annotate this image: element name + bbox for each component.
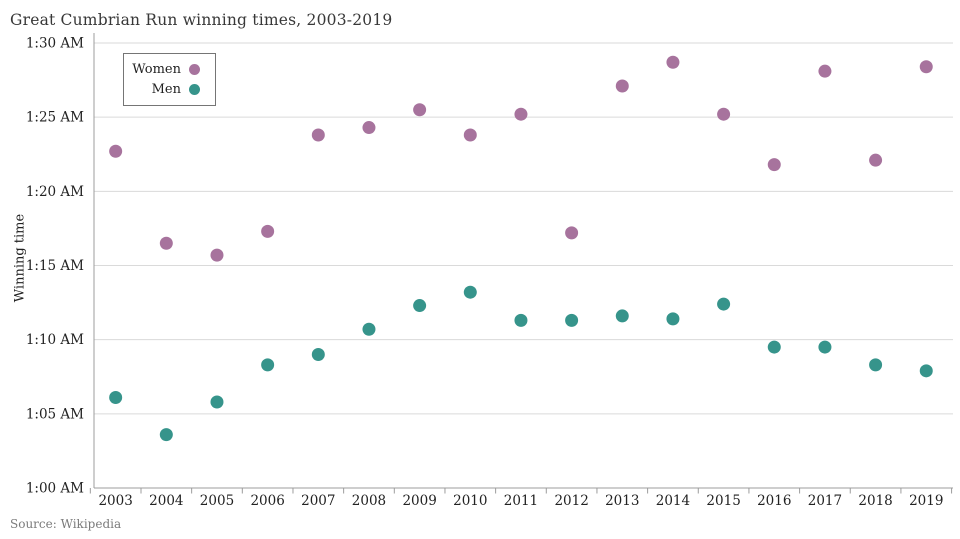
y-tick-label: 1:20 AM (26, 184, 84, 200)
data-point-women-2015 (717, 107, 731, 121)
data-point-men-2013 (615, 309, 629, 323)
data-point-women-2003 (109, 144, 123, 158)
x-tick-label: 2012 (554, 493, 588, 509)
x-tick-label: 2009 (402, 493, 436, 509)
data-point-women-2017 (818, 64, 832, 78)
x-tick-label: 2005 (200, 493, 234, 509)
data-point-men-2016 (767, 340, 781, 354)
data-point-women-2007 (311, 128, 325, 142)
y-tick-label: 1:30 AM (26, 36, 84, 52)
x-tick-label: 2008 (352, 493, 386, 509)
x-tick-label: 2013 (605, 493, 639, 509)
data-point-women-2014 (666, 55, 680, 69)
legend-label-men: Men (151, 81, 181, 97)
data-point-women-2006 (261, 224, 275, 238)
y-tick-label: 1:10 AM (26, 332, 84, 348)
x-tick-label: 2019 (909, 493, 943, 509)
data-point-men-2008 (362, 322, 376, 336)
data-point-women-2013 (615, 79, 629, 93)
data-point-men-2006 (261, 358, 275, 372)
data-point-women-2011 (514, 107, 528, 121)
x-tick-label: 2003 (98, 493, 132, 509)
x-tick-label: 2004 (149, 493, 183, 509)
data-point-women-2019 (919, 60, 933, 74)
data-point-women-2008 (362, 121, 376, 135)
x-tick-label: 2017 (808, 493, 842, 509)
data-point-men-2011 (514, 313, 528, 327)
legend: Women Men (123, 53, 216, 106)
data-point-men-2012 (565, 313, 579, 327)
chart-title: Great Cumbrian Run winning times, 2003-2… (10, 11, 393, 29)
x-tick-label: 2006 (250, 493, 284, 509)
y-tick-label: 1:00 AM (26, 481, 84, 497)
x-tick-label: 2007 (301, 493, 335, 509)
data-point-men-2015 (717, 297, 731, 311)
x-tick-label: 2010 (453, 493, 487, 509)
data-point-women-2016 (767, 158, 781, 172)
data-point-women-2012 (565, 226, 579, 240)
data-point-men-2018 (869, 358, 883, 372)
y-tick-label: 1:25 AM (26, 110, 84, 126)
legend-item-men: Men (124, 82, 200, 98)
data-point-women-2004 (159, 236, 173, 250)
legend-dot-men-icon (189, 84, 200, 95)
data-point-men-2010 (463, 285, 477, 299)
data-point-women-2010 (463, 128, 477, 142)
data-point-men-2003 (109, 391, 123, 405)
x-tick-label: 2018 (858, 493, 892, 509)
x-tick-label: 2016 (757, 493, 791, 509)
data-point-men-2017 (818, 340, 832, 354)
data-point-men-2009 (413, 299, 427, 313)
legend-item-women: Women (124, 62, 200, 78)
data-point-men-2019 (919, 364, 933, 378)
legend-dot-women-icon (189, 64, 200, 75)
legend-label-women: Women (132, 61, 181, 77)
x-tick-label: 2014 (656, 493, 690, 509)
data-point-women-2009 (413, 103, 427, 117)
x-tick-label: 2015 (706, 493, 740, 509)
y-tick-label: 1:15 AM (26, 258, 84, 274)
data-point-men-2014 (666, 312, 680, 326)
data-point-women-2018 (869, 153, 883, 167)
data-point-men-2004 (159, 428, 173, 442)
data-point-women-2005 (210, 248, 224, 262)
y-tick-label: 1:05 AM (26, 406, 84, 422)
data-point-men-2005 (210, 395, 224, 409)
data-point-men-2007 (311, 348, 325, 361)
x-tick-label: 2011 (504, 493, 538, 509)
source-note: Source: Wikipedia (10, 517, 122, 531)
